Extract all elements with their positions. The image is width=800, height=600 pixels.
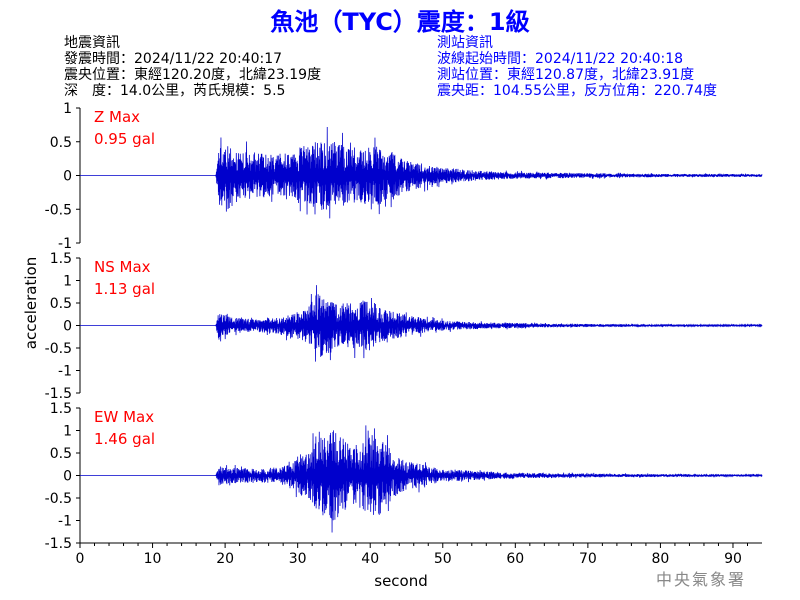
- x-tick-label: 70: [579, 551, 597, 567]
- max-label-z: Z Max: [94, 108, 140, 126]
- x-tick-label: 10: [144, 551, 162, 567]
- max-value-ns: 1.13 gal: [94, 280, 155, 298]
- y-tick-label: 1.5: [50, 251, 72, 267]
- epicenter-location: 震央位置：東經120.20度，北緯23.19度: [64, 67, 322, 83]
- y-tick-label: -1.5: [45, 536, 72, 552]
- x-tick-label: 60: [506, 551, 524, 567]
- origin-time: 發震時間：2024/11/22 20:40:17: [64, 51, 283, 67]
- y-tick-label: -0.5: [45, 491, 72, 507]
- max-label-ew: EW Max: [94, 408, 154, 426]
- wave-start-time: 波線起始時間：2024/11/22 20:40:18: [437, 51, 684, 67]
- agency-watermark: 中央氣象署: [655, 570, 746, 589]
- x-tick-label: 90: [724, 551, 742, 567]
- x-tick-label: 80: [652, 551, 670, 567]
- waveform-z: [80, 126, 763, 219]
- depth-magnitude: 深 度：14.0公里，芮氏規模：5.5: [64, 83, 286, 99]
- y-tick-label: 0: [63, 169, 72, 185]
- event-info-heading: 地震資訊: [64, 35, 120, 51]
- station-info-heading: 測站資訊: [437, 35, 493, 51]
- y-tick-label: -1: [58, 236, 72, 252]
- y-tick-label: 0.5: [50, 446, 72, 462]
- max-value-z: 0.95 gal: [94, 130, 155, 148]
- y-tick-label: -1: [58, 364, 72, 380]
- waveform-ew: [80, 425, 763, 533]
- y-tick-label: -1.5: [45, 386, 72, 402]
- y-tick-label: 1: [63, 274, 72, 290]
- y-tick-label: -1: [58, 514, 72, 530]
- station-intensity-title: 魚池（TYC）震度：1級: [270, 8, 530, 36]
- max-label-ns: NS Max: [94, 258, 151, 276]
- y-tick-label: 0.5: [50, 135, 72, 151]
- station-location: 測站位置：東經120.87度，北緯23.91度: [437, 67, 695, 83]
- y-axis-title: acceleration: [22, 257, 40, 349]
- x-tick-label: 20: [216, 551, 234, 567]
- x-axis-title: second: [374, 572, 428, 590]
- y-tick-label: -0.5: [45, 202, 72, 218]
- y-tick-label: 0.5: [50, 296, 72, 312]
- distance-azimuth: 震央距：104.55公里，反方位角：220.74度: [437, 83, 717, 99]
- waveform-ns: [80, 285, 763, 362]
- x-tick-label: 30: [289, 551, 307, 567]
- x-tick-label: 0: [76, 551, 85, 567]
- y-tick-label: 1.5: [50, 401, 72, 417]
- y-tick-label: 1: [63, 101, 72, 117]
- y-tick-label: 1: [63, 424, 72, 440]
- station-info-block: 測站資訊 波線起始時間：2024/11/22 20:40:18 測站位置：東經1…: [437, 35, 717, 99]
- x-tick-label: 50: [434, 551, 452, 567]
- y-tick-label: 0: [63, 319, 72, 335]
- y-tick-label: 0: [63, 469, 72, 485]
- event-info-block: 地震資訊 發震時間：2024/11/22 20:40:17 震央位置：東經120…: [64, 35, 321, 99]
- x-tick-label: 40: [361, 551, 379, 567]
- max-value-ew: 1.46 gal: [94, 430, 155, 448]
- y-tick-label: -0.5: [45, 341, 72, 357]
